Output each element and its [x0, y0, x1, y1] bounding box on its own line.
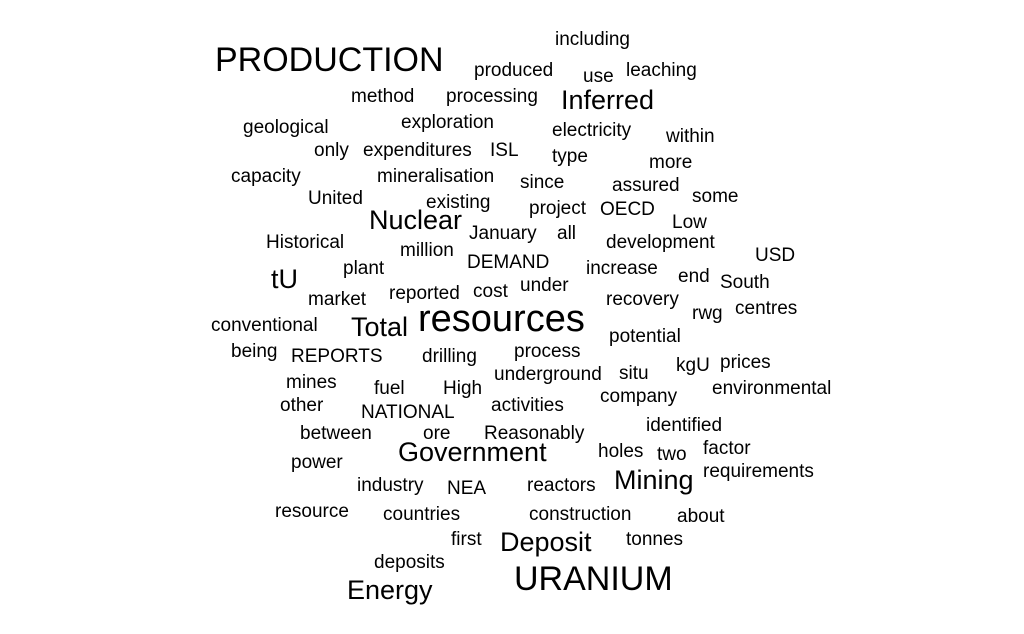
word-leaching: leaching	[626, 60, 697, 81]
word-plant: plant	[343, 258, 385, 279]
word-national: NATIONAL	[361, 402, 455, 423]
word-ore: ore	[423, 423, 451, 444]
word-electricity: electricity	[552, 120, 632, 141]
word-reported: reported	[389, 283, 460, 304]
word-requirements: requirements	[703, 461, 814, 482]
word-existing: existing	[426, 192, 491, 213]
word-being: being	[231, 341, 278, 362]
word-deposit: Deposit	[500, 527, 592, 557]
word-government: Government	[398, 437, 547, 467]
word-low: Low	[672, 212, 707, 233]
word-conventional: conventional	[211, 315, 318, 336]
word-project: project	[529, 198, 587, 219]
word-under: under	[520, 275, 569, 296]
word-total: Total	[351, 312, 409, 342]
word-end: end	[678, 266, 710, 287]
word-united: United	[308, 188, 363, 209]
word-demand: DEMAND	[467, 252, 550, 273]
word-historical: Historical	[266, 232, 345, 253]
word-factor: factor	[703, 438, 751, 459]
word-two: two	[657, 444, 687, 465]
word-rwg: rwg	[692, 303, 723, 324]
word-all: all	[557, 223, 577, 244]
word-inferred: Inferred	[561, 85, 655, 115]
word-production: PRODUCTION	[215, 41, 444, 79]
word-within: within	[666, 126, 715, 147]
word-reasonably: Reasonably	[484, 423, 585, 444]
word-tu: tU	[271, 264, 298, 294]
word-including: including	[555, 29, 630, 50]
word-million: million	[400, 240, 454, 261]
word-situ: situ	[619, 363, 649, 384]
word-environmental: environmental	[712, 378, 832, 399]
word-geological: geological	[243, 117, 329, 138]
word-produced: produced	[474, 60, 554, 81]
word-holes: holes	[598, 441, 644, 462]
word-assured: assured	[612, 175, 680, 196]
word-increase: increase	[586, 258, 658, 279]
word-reports: REPORTS	[291, 346, 383, 367]
word-deposits: deposits	[374, 552, 445, 573]
word-oecd: OECD	[600, 199, 655, 220]
word-countries: countries	[383, 504, 461, 525]
word-reactors: reactors	[527, 475, 596, 496]
word-development: development	[606, 232, 715, 253]
word-power: power	[291, 452, 343, 473]
word-fuel: fuel	[374, 378, 405, 399]
word-energy: Energy	[347, 575, 433, 605]
word-mining: Mining	[614, 465, 694, 495]
word-resources: resources	[418, 298, 585, 340]
word-between: between	[300, 423, 372, 444]
word-since: since	[520, 172, 565, 193]
word-mineralisation: mineralisation	[377, 166, 495, 187]
word-kgu: kgU	[676, 355, 710, 376]
word-drilling: drilling	[422, 346, 477, 367]
word-company: company	[600, 386, 678, 407]
word-high: High	[443, 378, 483, 399]
word-market: market	[308, 289, 367, 310]
word-method: method	[351, 86, 415, 107]
word-isl: ISL	[490, 140, 519, 161]
word-more: more	[649, 152, 693, 173]
word-type: type	[552, 146, 588, 167]
word-cost: cost	[473, 281, 508, 302]
word-only: only	[314, 140, 349, 161]
word-january: January	[469, 223, 537, 244]
word-resource: resource	[275, 501, 349, 522]
word-south: South	[720, 272, 770, 293]
word-potential: potential	[609, 326, 681, 347]
word-use: use	[583, 66, 614, 87]
word-other: other	[280, 395, 324, 416]
word-usd: USD	[755, 245, 796, 266]
word-some: some	[692, 186, 739, 207]
word-activities: activities	[491, 395, 564, 416]
word-underground: underground	[494, 364, 602, 385]
word-identified: identified	[646, 415, 723, 436]
word-recovery: recovery	[606, 289, 679, 310]
word-uranium: URANIUM	[514, 560, 673, 598]
word-construction: construction	[529, 504, 632, 525]
word-about: about	[677, 506, 725, 527]
word-mines: mines	[286, 372, 337, 393]
word-centres: centres	[735, 298, 798, 319]
word-tonnes: tonnes	[626, 529, 684, 550]
word-expenditures: expenditures	[363, 140, 472, 161]
word-nea: NEA	[447, 478, 487, 499]
word-first: first	[451, 529, 482, 550]
word-prices: prices	[720, 352, 771, 373]
word-process: process	[514, 341, 581, 362]
word-capacity: capacity	[231, 166, 301, 187]
word-nuclear: Nuclear	[369, 205, 463, 235]
word-exploration: exploration	[401, 112, 494, 133]
word-industry: industry	[357, 475, 424, 496]
word-processing: processing	[446, 86, 538, 107]
